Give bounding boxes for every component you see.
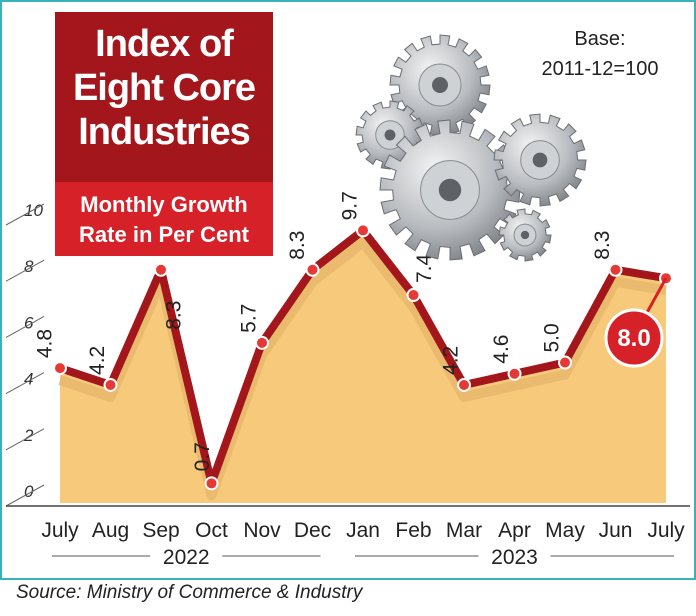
y-tick-mark xyxy=(5,315,45,338)
y-tick-label: 0 xyxy=(24,482,34,501)
data-point xyxy=(558,355,572,370)
callout-pointer xyxy=(642,277,668,319)
area-fill xyxy=(60,230,666,503)
data-label: 7.4 xyxy=(413,254,436,284)
data-point xyxy=(255,335,269,350)
data-point xyxy=(356,223,370,238)
x-tick-label: May xyxy=(545,519,585,542)
data-point xyxy=(608,262,623,277)
highlight-badge xyxy=(604,308,664,368)
data-point xyxy=(103,377,118,392)
gear-shape xyxy=(493,113,587,207)
gear-shape xyxy=(379,119,521,261)
source-note: Source: Ministry of Commerce & Industry xyxy=(16,582,363,603)
y-tick-label: 8 xyxy=(24,257,34,276)
data-point xyxy=(154,262,168,277)
y-tick-mark xyxy=(5,428,45,451)
data-point xyxy=(406,288,421,303)
y-tick-mark xyxy=(5,484,45,507)
data-point xyxy=(204,476,219,491)
axis-layer: 0 2 4 6 8 10 July Aug Sep Oct Nov Dec Jan Feb Mar Apr Ma… xyxy=(5,201,690,569)
x-tick-label: Nov xyxy=(243,519,281,542)
data-label: 0.7 xyxy=(191,442,214,471)
data-label: 8.3 xyxy=(591,231,614,260)
y-tick-label: 4 xyxy=(24,370,33,389)
y-tick-label: 10 xyxy=(24,201,43,220)
title-box: Index of Eight Core Industries xyxy=(55,12,273,182)
data-point xyxy=(305,262,320,277)
data-point xyxy=(53,361,67,376)
x-tick-label: Sep xyxy=(142,519,179,542)
x-tick-label: July xyxy=(41,519,79,542)
y-tick-mark xyxy=(5,203,45,226)
x-tick-label: Jan xyxy=(346,519,380,542)
data-label: 4.8 xyxy=(34,329,57,358)
x-tick-label: Oct xyxy=(195,519,228,542)
gear-shape xyxy=(389,34,491,136)
x-tick-label: Jun xyxy=(599,519,633,542)
data-label: 4.2 xyxy=(86,346,109,375)
highlight-label: 8.0 xyxy=(617,325,650,352)
year-label: 2022 xyxy=(163,546,210,569)
data-label: 4.6 xyxy=(490,335,513,364)
data-label: 5.7 xyxy=(238,304,261,333)
data-point xyxy=(457,377,471,392)
x-tick-label: Dec xyxy=(294,519,331,542)
data-label: 8.3 xyxy=(163,301,186,330)
data-label: 9.7 xyxy=(339,191,362,220)
chart-title: Index of Eight Core Industries xyxy=(72,23,256,153)
x-tick-label: Mar xyxy=(446,519,482,542)
y-tick-label: 2 xyxy=(23,426,34,445)
x-tick-label: July xyxy=(647,519,685,542)
x-tick-label: Aug xyxy=(92,519,129,542)
gears-icon xyxy=(355,34,587,262)
y-tick-mark xyxy=(5,259,45,282)
data-point xyxy=(507,366,522,381)
data-label: 5.0 xyxy=(541,323,564,352)
y-tick-label: 6 xyxy=(24,313,34,332)
data-label: 4.2 xyxy=(440,346,463,375)
label-layer: 4.8 4.2 8.3 0.7 5.7 8.3 9.7 7.4 4.2 4.6 5.0 8.3 8.0 xyxy=(34,191,668,471)
subtitle-box: Monthly Growth Rate in Per Cent xyxy=(55,182,273,256)
chart-subtitle: Monthly Growth Rate in Per Cent xyxy=(79,192,249,247)
gear-shape xyxy=(498,208,552,262)
base-note: Base: 2011-12=100 xyxy=(541,28,659,80)
year-label: 2023 xyxy=(491,546,538,569)
x-tick-label: Apr xyxy=(498,519,531,542)
data-label: 8.3 xyxy=(286,231,309,260)
x-tick-label: Feb xyxy=(395,519,431,542)
y-tick-mark xyxy=(5,372,45,395)
